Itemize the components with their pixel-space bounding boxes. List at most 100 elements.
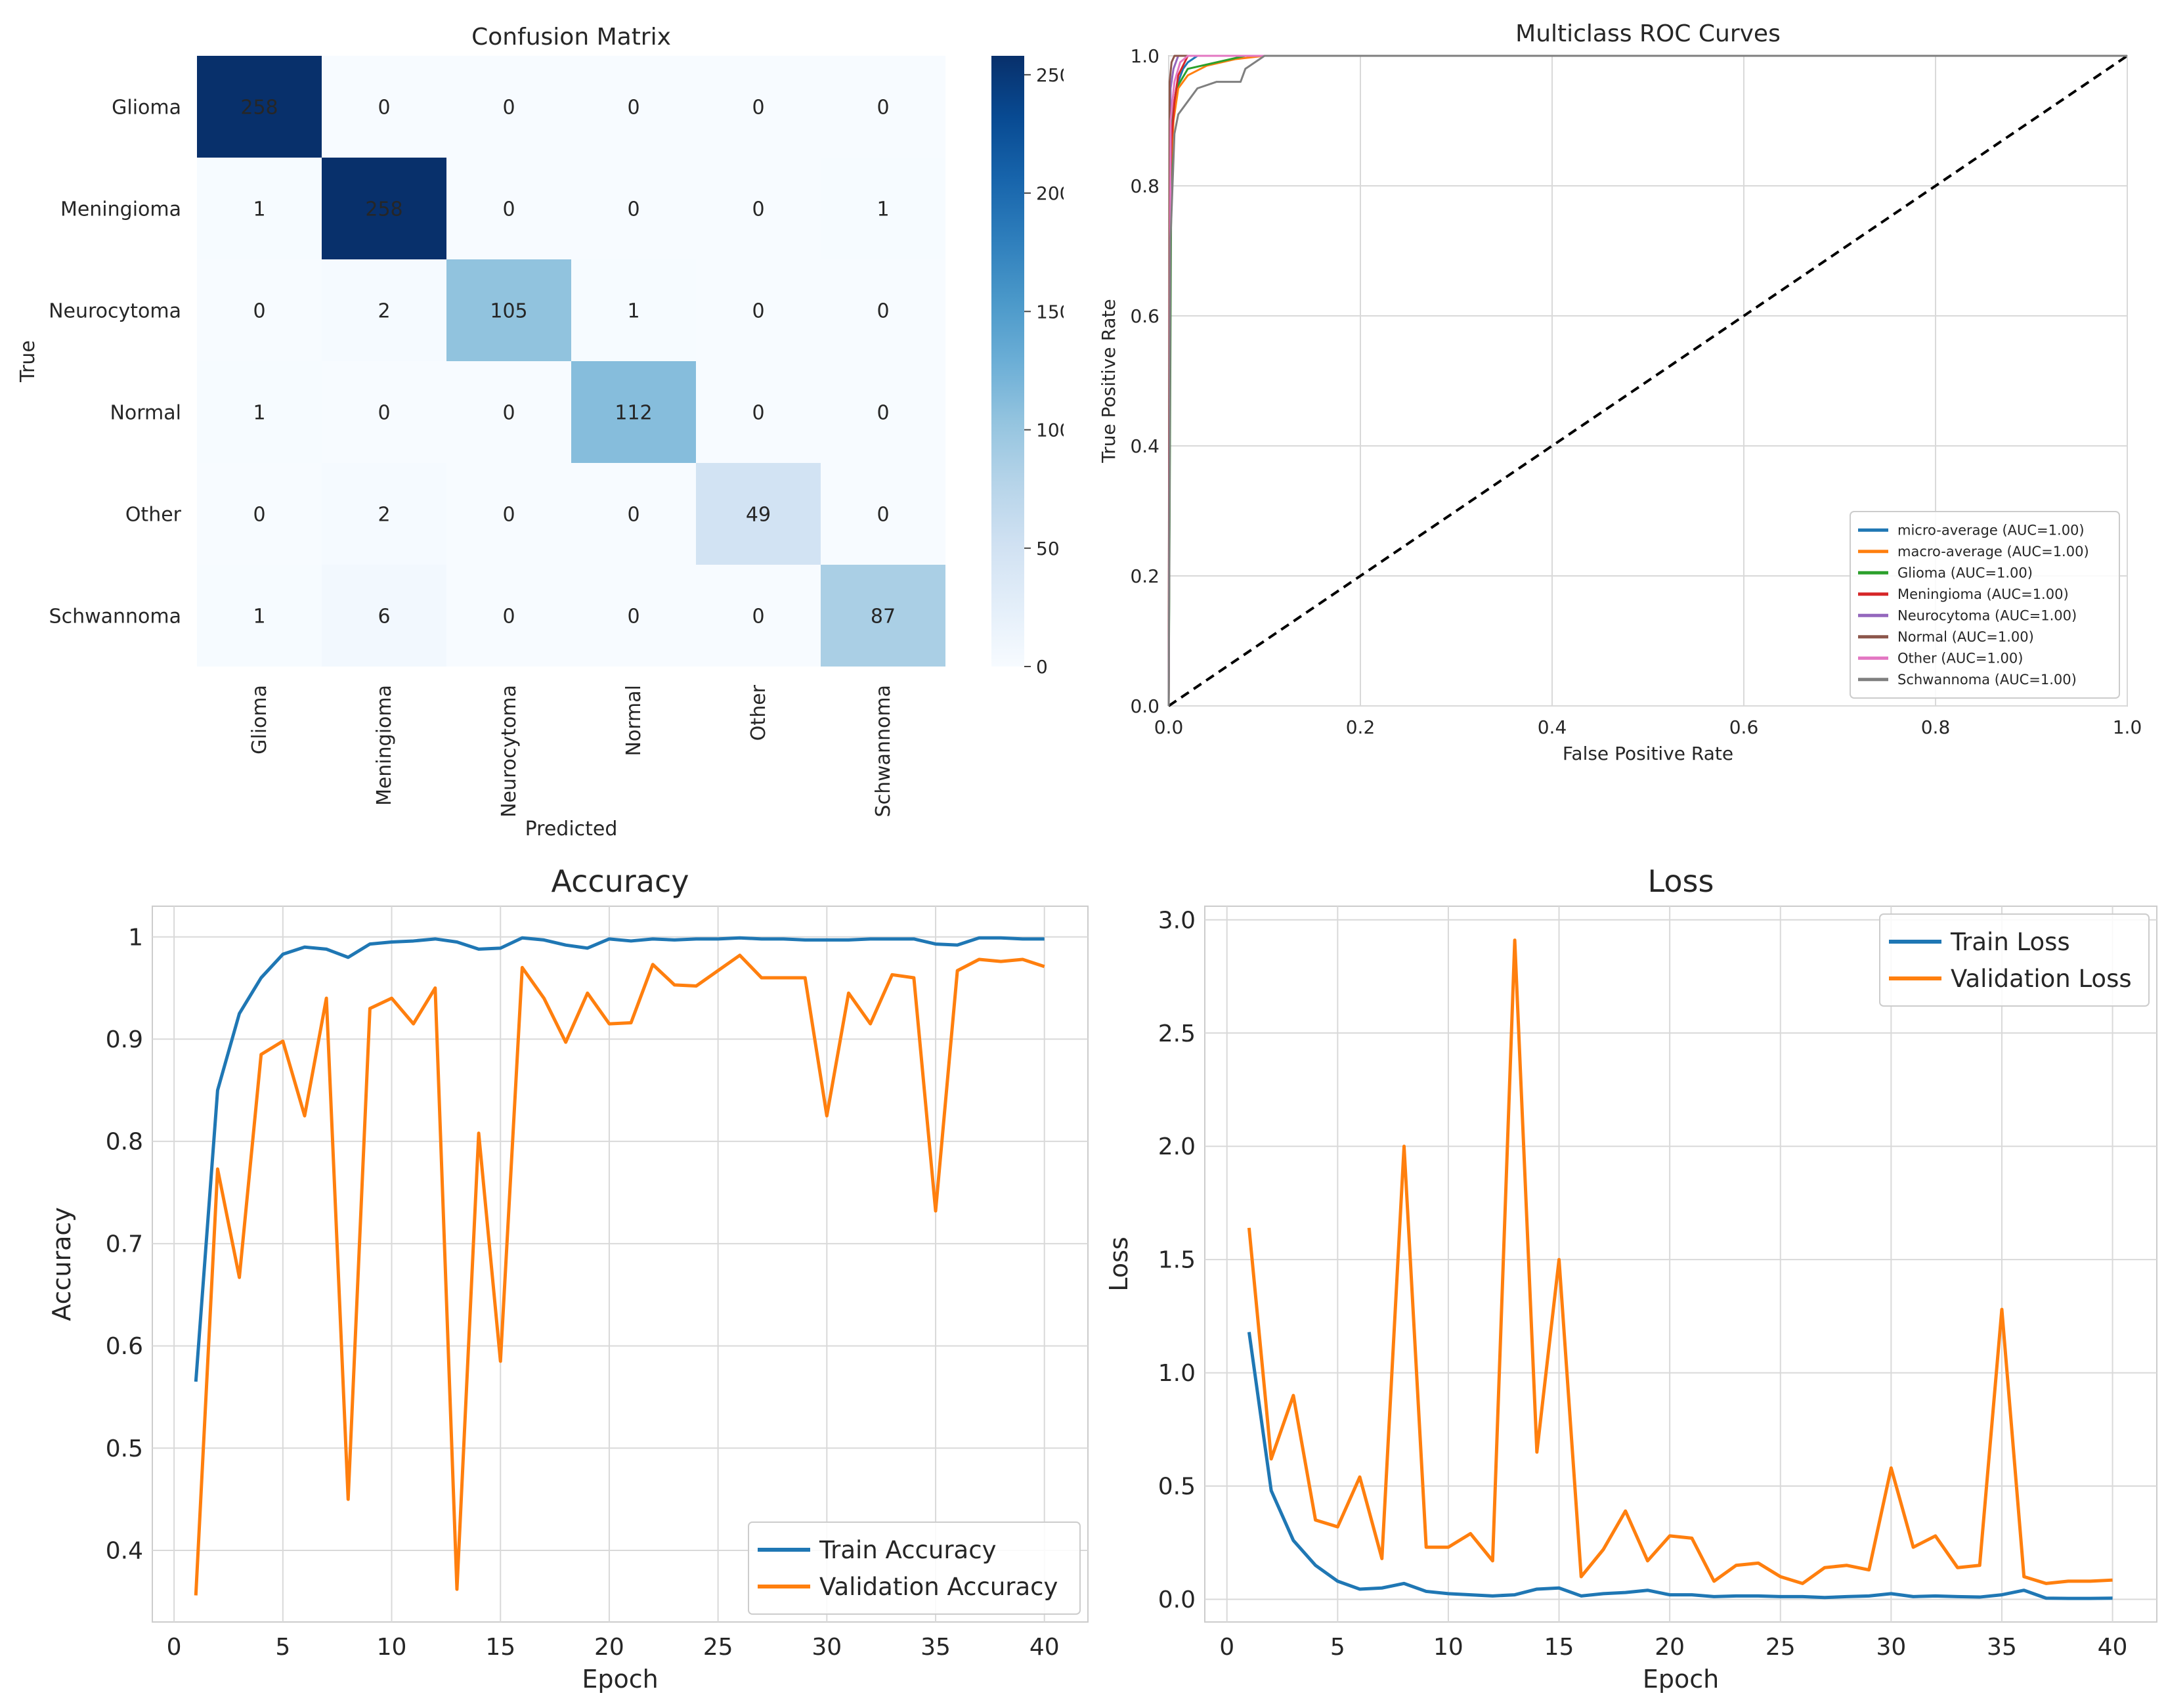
loss-y-tick-label: 0.0 — [1158, 1587, 1196, 1613]
loss-x-tick-label: 20 — [1655, 1634, 1685, 1661]
loss-y-tick-label: 0.5 — [1158, 1474, 1196, 1500]
cm-cell — [322, 56, 446, 158]
roc-legend-label: Other (AUC=1.00) — [1897, 651, 2023, 667]
acc-y-tick-label: 0.7 — [106, 1231, 143, 1258]
cm-cell — [571, 56, 696, 158]
cm-cell-value: 0 — [752, 198, 764, 221]
cm-cell-value: 0 — [627, 97, 639, 120]
acc-x-tick-label: 10 — [377, 1634, 407, 1661]
cm-cell-value: 1 — [627, 300, 639, 323]
cm-cell-value: 0 — [502, 504, 515, 527]
loss-legend-label: Train Loss — [1950, 928, 2070, 956]
loss-x-tick-label: 30 — [1876, 1634, 1906, 1661]
cm-cell-value: 0 — [253, 300, 265, 323]
cm-cell-value: 0 — [752, 605, 764, 628]
acc-x-tick-label: 0 — [167, 1634, 182, 1661]
cm-title: Confusion Matrix — [471, 24, 671, 51]
loss-x-tick-label: 10 — [1433, 1634, 1463, 1661]
cm-cell — [696, 463, 821, 565]
roc-y-tick-label: 0.6 — [1130, 305, 1159, 327]
cm-cell — [571, 361, 696, 463]
cm-cell-value: 0 — [502, 97, 515, 120]
confusion-matrix-panel: Confusion Matrix 258 0 0 0 0 0 1 258 0 0 0 1 0 2 105 1 0 0… — [0, 0, 1071, 854]
cm-cell-value: 49 — [746, 504, 771, 527]
cm-cell-value: 0 — [877, 504, 889, 527]
cm-cell-value: 0 — [877, 97, 889, 120]
cm-cell-value: 0 — [752, 300, 764, 323]
roc-diagonal-line — [1167, 55, 2129, 707]
loss-y-tick-label: 3.0 — [1158, 907, 1196, 934]
acc-x-tick-label: 20 — [594, 1634, 624, 1661]
cm-cell — [821, 565, 945, 667]
roc-curves-chart: 0.0 0.2 0.4 0.6 0.8 1.0 0.0 0.2 0.4 0.6 0.8 1.0 Mult… — [1098, 20, 2142, 764]
cm-col-label: Normal — [622, 685, 645, 756]
cm-row-label: Meningioma — [60, 198, 181, 221]
cm-cell-value: 0 — [502, 198, 515, 221]
cm-cell — [322, 565, 446, 667]
cm-row-label: Schwannoma — [49, 605, 181, 628]
cm-colorbar-tick-label: 250 — [1036, 64, 1064, 86]
roc-y-tick-label: 0.2 — [1130, 565, 1159, 587]
cm-cell — [571, 565, 696, 667]
loss-ylabel: Loss — [1104, 1237, 1133, 1291]
accuracy-chart: 0 5 10 15 20 25 30 35 40 0.4 0.5 0.6 0.7 0.8 0.9 1 Accur… — [47, 864, 1089, 1694]
cm-colorbar-tick-label: 50 — [1036, 538, 1060, 559]
cm-cell — [821, 361, 945, 463]
cm-cell-value: 0 — [877, 300, 889, 323]
acc-legend-label: Validation Accuracy — [819, 1573, 1058, 1601]
cm-cell-value: 0 — [502, 402, 515, 425]
acc-x-tick-label: 30 — [812, 1634, 842, 1661]
cm-col-label: Other — [747, 684, 770, 741]
cm-xlabel: Predicted — [525, 818, 618, 841]
roc-legend-label: Meningioma (AUC=1.00) — [1897, 586, 2069, 602]
cm-colorbar — [991, 56, 1024, 667]
roc-y-tick-label: 0.4 — [1130, 435, 1159, 457]
acc-y-tick-label: 0.9 — [106, 1026, 143, 1053]
cm-colorbar-tick-label: 0 — [1036, 656, 1048, 678]
cm-cell-value: 258 — [240, 97, 278, 120]
roc-y-tick-label: 0.0 — [1130, 695, 1159, 717]
cm-cell — [821, 259, 945, 361]
roc-x-tick-label: 0.0 — [1154, 716, 1184, 738]
cm-cell-value: 1 — [253, 605, 265, 628]
loss-y-tick-label: 2.0 — [1158, 1133, 1196, 1160]
cm-row-label: Normal — [110, 402, 181, 425]
roc-legend-label: Schwannoma (AUC=1.00) — [1897, 672, 2077, 688]
cm-cell — [696, 565, 821, 667]
cm-cell-value: 6 — [378, 605, 390, 628]
loss-chart: 0 5 10 15 20 25 30 35 40 0.0 0.5 1.0 1.5 2.0 2.5 3.0 Los… — [1104, 864, 2157, 1694]
cm-cell — [571, 259, 696, 361]
cm-colorbar-tick-label: 150 — [1036, 301, 1064, 322]
cm-col-label: Meningioma — [373, 685, 396, 806]
cm-cell — [446, 463, 571, 565]
acc-title: Accuracy — [551, 864, 689, 899]
loss-panel: 0 5 10 15 20 25 30 35 40 0.0 0.5 1.0 1.5 2.0 2.5 3.0 Los… — [1090, 854, 2166, 1705]
cm-cell-value: 2 — [378, 300, 390, 323]
roc-x-tick-label: 1.0 — [2113, 716, 2142, 738]
acc-ylabel: Accuracy — [47, 1207, 76, 1321]
cm-cell-value: 105 — [490, 300, 527, 323]
roc-legend-label: Glioma (AUC=1.00) — [1897, 565, 2033, 581]
cm-cell — [322, 361, 446, 463]
cm-cell-value: 2 — [378, 504, 390, 527]
cm-cell — [197, 463, 322, 565]
roc-x-tick-label: 0.2 — [1346, 716, 1375, 738]
cm-cell — [197, 259, 322, 361]
acc-series-line-1 — [194, 953, 1045, 1596]
cm-cell-value: 0 — [378, 97, 390, 120]
loss-xlabel: Epoch — [1643, 1665, 1719, 1694]
loss-y-tick-label: 1.5 — [1158, 1247, 1196, 1274]
roc-y-tick-label: 1.0 — [1130, 45, 1159, 67]
cm-cell-value: 258 — [365, 198, 402, 221]
cm-cell — [821, 463, 945, 565]
cm-cell — [696, 158, 821, 259]
acc-x-tick-label: 25 — [703, 1634, 733, 1661]
cm-cell — [571, 158, 696, 259]
cm-cell — [446, 361, 571, 463]
cm-cell-value: 0 — [627, 198, 639, 221]
cm-col-label: Glioma — [248, 685, 271, 755]
loss-x-tick-label: 0 — [1219, 1634, 1234, 1661]
roc-legend-label: macro-average (AUC=1.00) — [1897, 544, 2089, 559]
accuracy-panel: 0 5 10 15 20 25 30 35 40 0.4 0.5 0.6 0.7 0.8 0.9 1 Accur… — [0, 854, 1090, 1705]
